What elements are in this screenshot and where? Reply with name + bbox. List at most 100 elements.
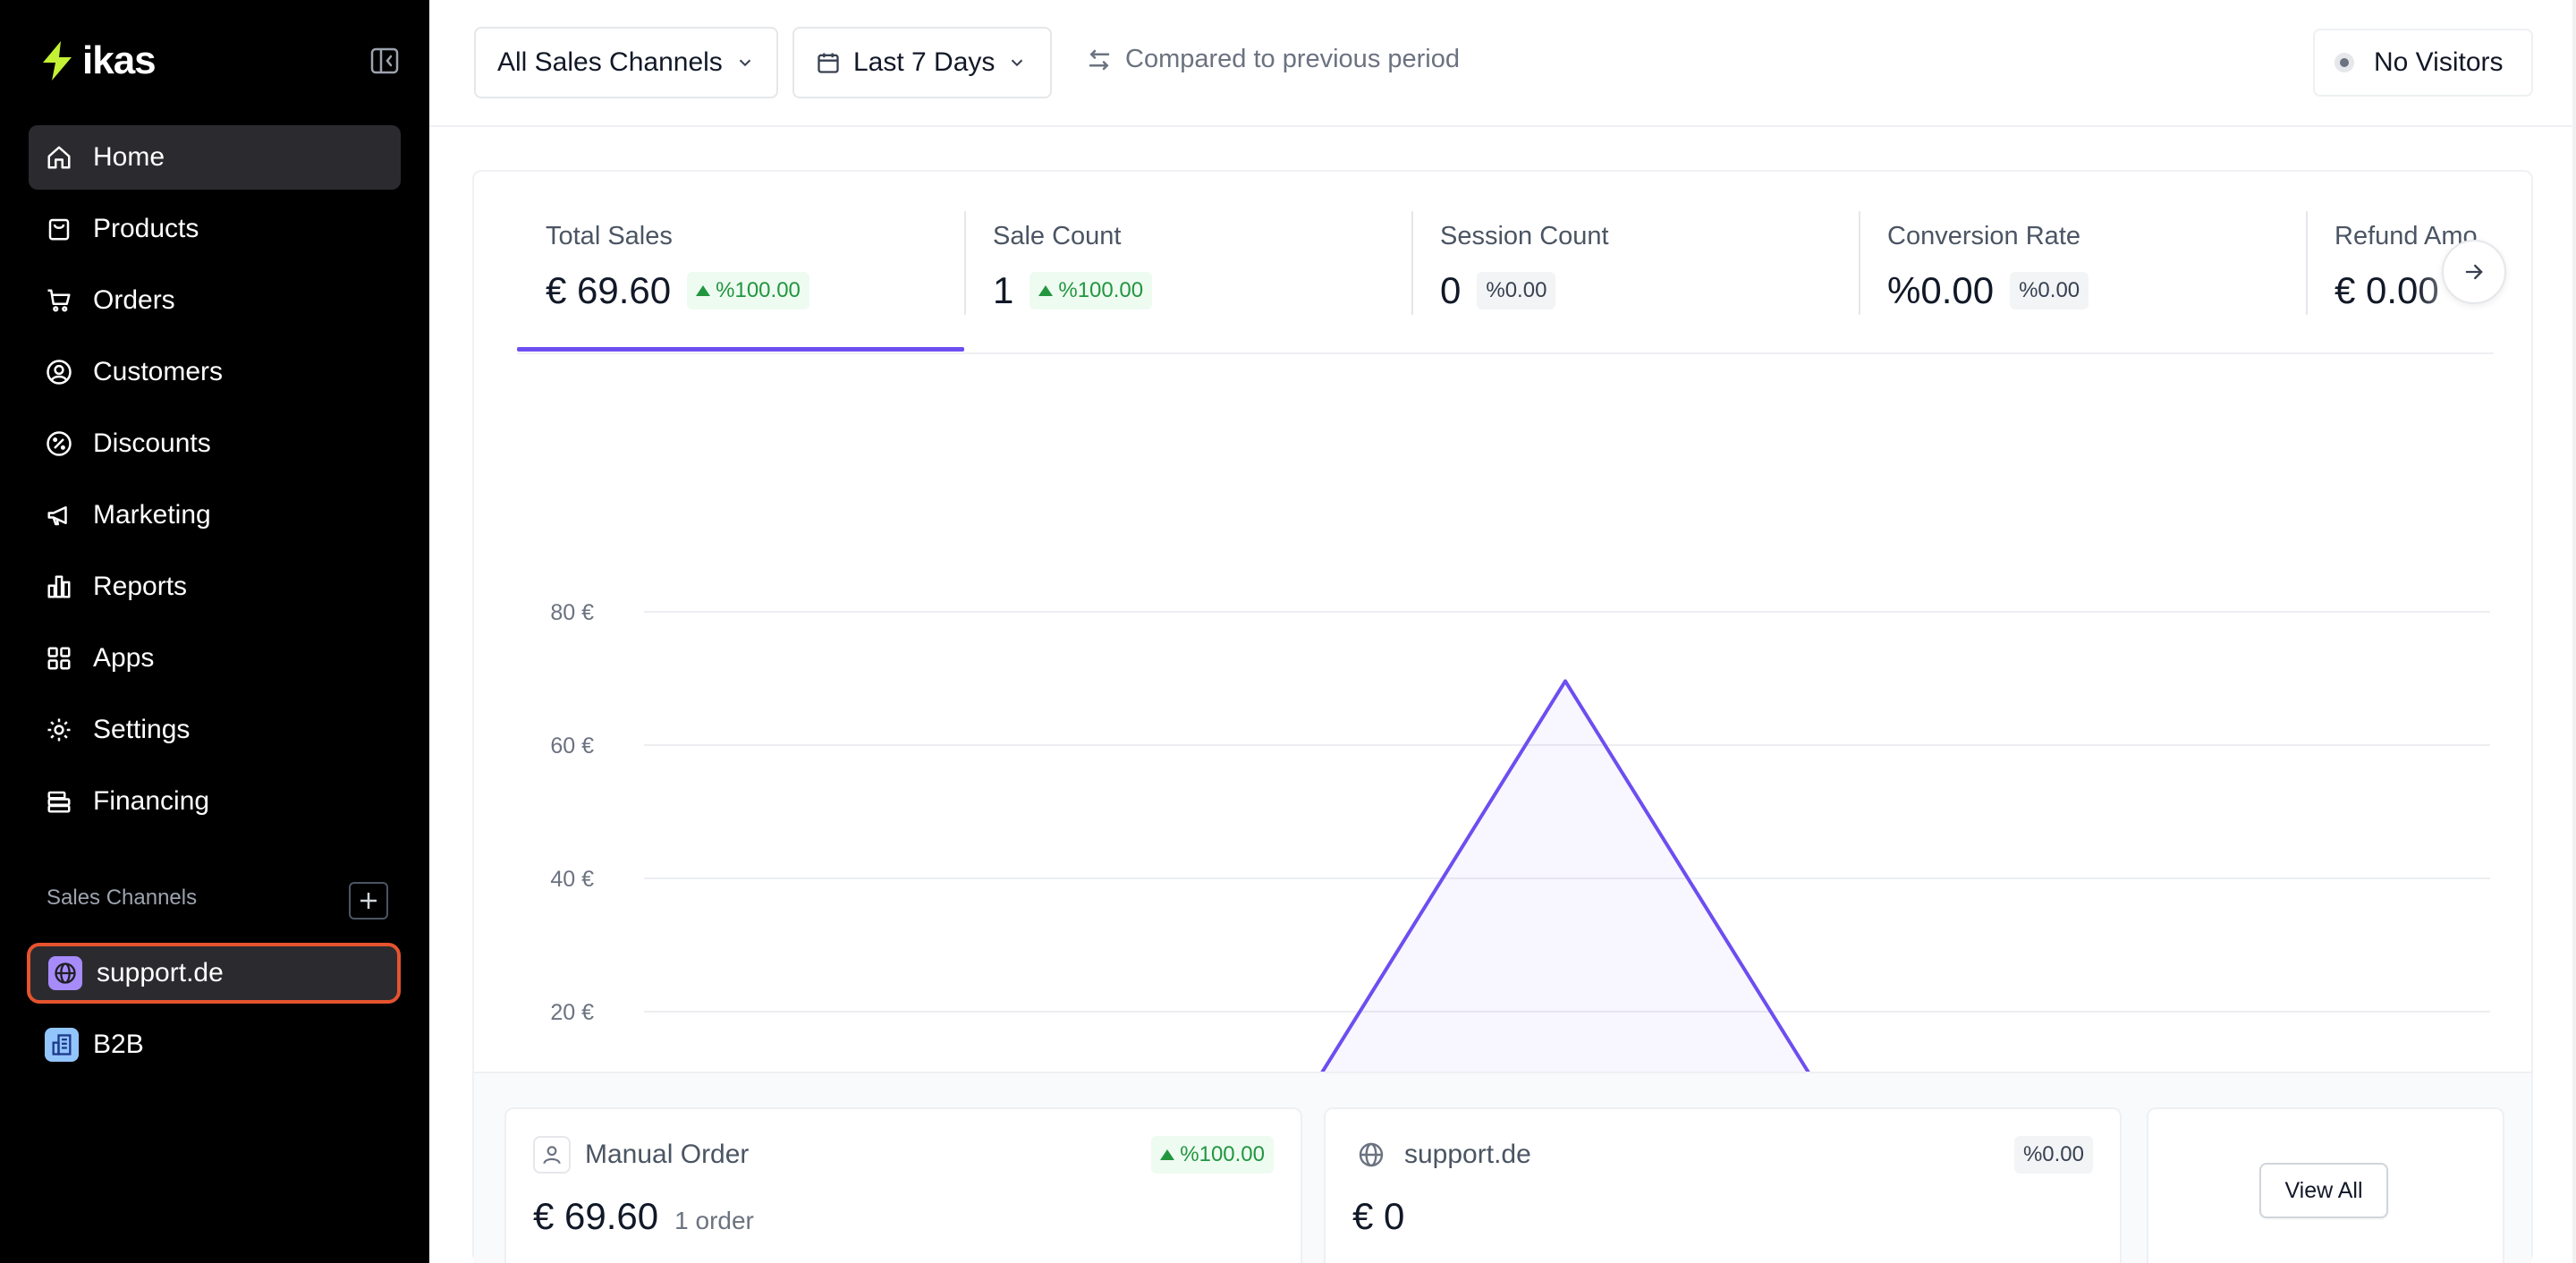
calendar-icon xyxy=(818,53,839,73)
sidebar-item-label: Home xyxy=(93,142,165,172)
visitors-label: No Visitors xyxy=(2374,47,2504,77)
active-tab-indicator xyxy=(517,347,964,352)
order-count: 1 order xyxy=(674,1207,754,1234)
sales-channel-b2b[interactable]: B2B xyxy=(27,1014,401,1075)
up-triangle-icon xyxy=(1038,285,1054,296)
sidebar-item-label: Settings xyxy=(93,715,191,744)
percent-badge-icon xyxy=(45,429,73,458)
sidebar-item-label: Apps xyxy=(93,643,155,673)
sidebar-item-label: Discounts xyxy=(93,428,211,458)
gear-icon xyxy=(45,716,73,744)
chevron-down-icon xyxy=(1012,59,1023,67)
metric-session-count[interactable]: Session Count 0 %0.00 xyxy=(1411,211,1859,352)
view-all-card: View All xyxy=(2147,1107,2504,1263)
metric-divider xyxy=(2306,211,2308,315)
cart-icon xyxy=(45,286,73,315)
metric-divider xyxy=(1411,211,1413,315)
sidebar: ikas Home Products Orders xyxy=(0,0,429,1263)
user-circle-icon xyxy=(45,358,73,386)
compare-period-toggle[interactable]: Compared to previous period xyxy=(1086,45,1460,74)
sales-channel-label: support.de xyxy=(97,958,224,988)
sidebar-item-label: Products xyxy=(93,214,199,243)
up-triangle-icon xyxy=(696,285,711,296)
change-value: %100.00 xyxy=(1180,1142,1265,1166)
megaphone-icon xyxy=(45,501,73,530)
sales-channel-dropdown-value: All Sales Channels xyxy=(497,47,723,77)
top-filter-bar: All Sales Channels Last 7 Days Compared … xyxy=(429,0,2576,127)
sidebar-item-label: Orders xyxy=(93,285,175,315)
breakdown-label: Manual Order xyxy=(585,1140,750,1169)
sales-channel-support-de[interactable]: support.de xyxy=(27,943,401,1004)
date-range-dropdown[interactable]: Last 7 Days xyxy=(792,27,1052,98)
metric-value: € 69.60 xyxy=(546,269,672,311)
sales-channel-dropdown[interactable]: All Sales Channels xyxy=(474,27,778,98)
change-badge: %0.00 xyxy=(2013,1136,2093,1174)
metric-sale-count[interactable]: Sale Count 1 %100.00 xyxy=(964,211,1411,352)
window-edge xyxy=(2572,0,2576,1263)
date-range-value: Last 7 Days xyxy=(853,47,996,77)
metric-value: %0.00 xyxy=(1887,269,1995,311)
metric-value: 0 xyxy=(1440,269,1462,311)
metric-divider xyxy=(964,211,966,315)
user-icon xyxy=(533,1136,571,1174)
sidebar-item-apps[interactable]: Apps xyxy=(29,626,401,691)
breakdown-value: € 0 xyxy=(1352,1195,1405,1237)
money-stack-icon xyxy=(45,787,73,816)
bolt-icon xyxy=(43,41,72,81)
metric-label: Conversion Rate xyxy=(1887,222,2080,250)
sales-overview-card: Total Sales € 69.60 %100.00 Sale Count 1… xyxy=(472,170,2533,1263)
sidebar-item-discounts[interactable]: Discounts xyxy=(29,411,401,476)
sidebar-item-marketing[interactable]: Marketing xyxy=(29,483,401,547)
next-metrics-button[interactable] xyxy=(2442,240,2506,304)
home-icon xyxy=(45,143,73,172)
up-triangle-icon xyxy=(1160,1149,1175,1160)
compare-period-label: Compared to previous period xyxy=(1125,45,1460,73)
sidebar-item-label: Financing xyxy=(93,786,210,816)
change-value: %100.00 xyxy=(1058,278,1144,302)
metric-label: Total Sales xyxy=(546,222,673,250)
metric-value: 1 xyxy=(993,269,1014,311)
sidebar-item-products[interactable]: Products xyxy=(29,197,401,261)
sidebar-item-orders[interactable]: Orders xyxy=(29,268,401,333)
add-sales-channel-button[interactable] xyxy=(349,882,388,920)
change-badge: %100.00 xyxy=(687,272,809,309)
arrow-right-icon xyxy=(2465,264,2483,280)
sidebar-item-label: Customers xyxy=(93,357,224,386)
metric-tabs: Total Sales € 69.60 %100.00 Sale Count 1… xyxy=(517,211,2494,354)
y-tick-label: 40 € xyxy=(550,867,594,892)
metric-label: Session Count xyxy=(1440,222,1609,250)
brand-logo[interactable]: ikas xyxy=(39,38,157,82)
bar-chart-icon xyxy=(45,572,73,601)
change-badge: %0.00 xyxy=(2010,272,2089,309)
metric-divider xyxy=(1859,211,1860,315)
sidebar-item-financing[interactable]: Financing xyxy=(29,769,401,834)
chevron-down-icon xyxy=(739,59,751,67)
live-visitors-indicator[interactable]: No Visitors xyxy=(2313,29,2533,97)
sidebar-item-reports[interactable]: Reports xyxy=(29,555,401,619)
sidebar-item-home[interactable]: Home xyxy=(29,125,401,190)
sidebar-item-label: Reports xyxy=(93,572,188,601)
sidebar-item-settings[interactable]: Settings xyxy=(29,698,401,762)
globe-icon xyxy=(48,956,82,990)
sidebar-toggle-icon xyxy=(370,47,399,74)
change-value: %100.00 xyxy=(716,278,801,302)
sales-channels-heading: Sales Channels xyxy=(47,886,198,910)
breakdown-card-support-de[interactable]: support.de %0.00 € 0 xyxy=(1324,1107,2122,1263)
status-dot-icon xyxy=(2334,53,2354,72)
brand-name: ikas xyxy=(82,38,157,82)
grid-icon xyxy=(45,644,73,673)
sidebar-collapse-button[interactable] xyxy=(367,45,402,77)
breakdown-card-manual-order[interactable]: Manual Order %100.00 € 69.60 1 order xyxy=(504,1107,1302,1263)
breakdown-label: support.de xyxy=(1404,1140,1531,1169)
y-tick-label: 60 € xyxy=(550,733,594,759)
change-badge: %0.00 xyxy=(1477,272,1556,309)
view-all-button[interactable]: View All xyxy=(2259,1163,2388,1218)
metric-label: Sale Count xyxy=(993,222,1122,250)
y-tick-label: 80 € xyxy=(550,600,594,625)
sidebar-item-customers[interactable]: Customers xyxy=(29,340,401,404)
globe-icon xyxy=(1352,1136,1390,1174)
sales-channel-label: B2B xyxy=(93,1030,144,1059)
main-nav: Home Products Orders Customers Discounts xyxy=(29,125,401,841)
metric-conversion-rate[interactable]: Conversion Rate %0.00 %0.00 xyxy=(1859,211,2306,352)
metric-total-sales[interactable]: Total Sales € 69.60 %100.00 xyxy=(517,211,964,352)
